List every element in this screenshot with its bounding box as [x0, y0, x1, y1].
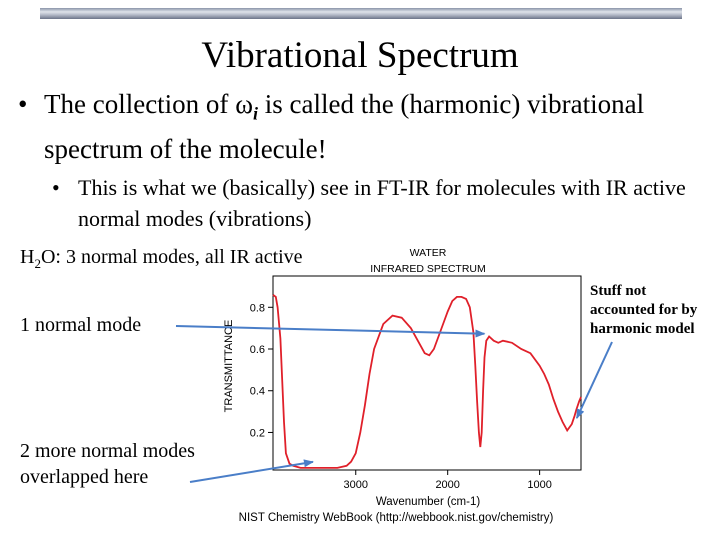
label-anharmonic: Stuff not accounted for by harmonic mode…	[590, 282, 718, 339]
bullet-1-prefix: The collection of	[44, 89, 236, 119]
h2o-suffix: O: 3 normal modes, all IR active	[40, 246, 303, 268]
h2o-prefix: H	[20, 246, 35, 268]
x-tick-label: 2000	[435, 479, 459, 491]
h2o-subscript: 2	[34, 256, 41, 271]
chart-title-line2: INFRARED SPECTRUM	[370, 263, 486, 275]
y-tick-label: 0.4	[250, 386, 265, 398]
label-anharmonic-line2: accounted for by	[590, 302, 698, 318]
arrow-two-more-modes	[189, 459, 314, 483]
x-tick-label: 1000	[527, 479, 551, 491]
y-ticks: 0.8 0.6 0.4 0.2	[250, 302, 273, 439]
title-bar-decoration	[40, 8, 682, 19]
label-two-more-modes-line1: 2 more normal modes	[20, 440, 195, 462]
omega-subscript: i	[252, 103, 258, 124]
bullet-1-suffix: is called the (harmonic) vibrational spe…	[44, 89, 645, 165]
plot-frame	[272, 275, 582, 471]
bullet-2-text: This is what we (basically) see in FT-IR…	[78, 175, 686, 231]
label-one-normal-mode: 1 normal mode	[20, 314, 142, 336]
y-axis-label: TRANSMITTANCE	[223, 320, 235, 413]
label-two-more-modes-line2: overlapped here	[20, 466, 149, 488]
bullet-marker: •	[52, 175, 60, 200]
spectrum-series-line	[272, 294, 582, 469]
label-anharmonic-line3: harmonic model	[590, 321, 695, 337]
y-tick-label: 0.8	[250, 302, 265, 314]
omega-symbol: ω	[235, 89, 253, 119]
label-two-more-modes: 2 more normal modes overlapped here	[20, 438, 195, 490]
label-anharmonic-line1: Stuff not	[590, 283, 647, 299]
bullet-marker: •	[18, 89, 28, 119]
arrow-one-normal-mode	[175, 325, 486, 338]
x-ticks: 3000 2000 1000	[344, 470, 552, 491]
chart-title-line1: WATER	[410, 247, 447, 259]
h2o-heading: H2O: 3 normal modes, all IR active	[20, 246, 303, 272]
y-tick-label: 0.2	[250, 427, 265, 439]
slide-title: Vibrational Spectrum	[201, 35, 519, 76]
bullet-1-text: The collection of ωi is called the (harm…	[44, 86, 684, 167]
y-tick-label: 0.6	[250, 344, 265, 356]
x-axis-label: Wavenumber (cm-1)	[376, 496, 481, 508]
x-tick-label: 3000	[344, 479, 368, 491]
arrow-anharmonic	[575, 341, 613, 420]
source-credit: NIST Chemistry WebBook (http://webbook.n…	[239, 512, 554, 524]
